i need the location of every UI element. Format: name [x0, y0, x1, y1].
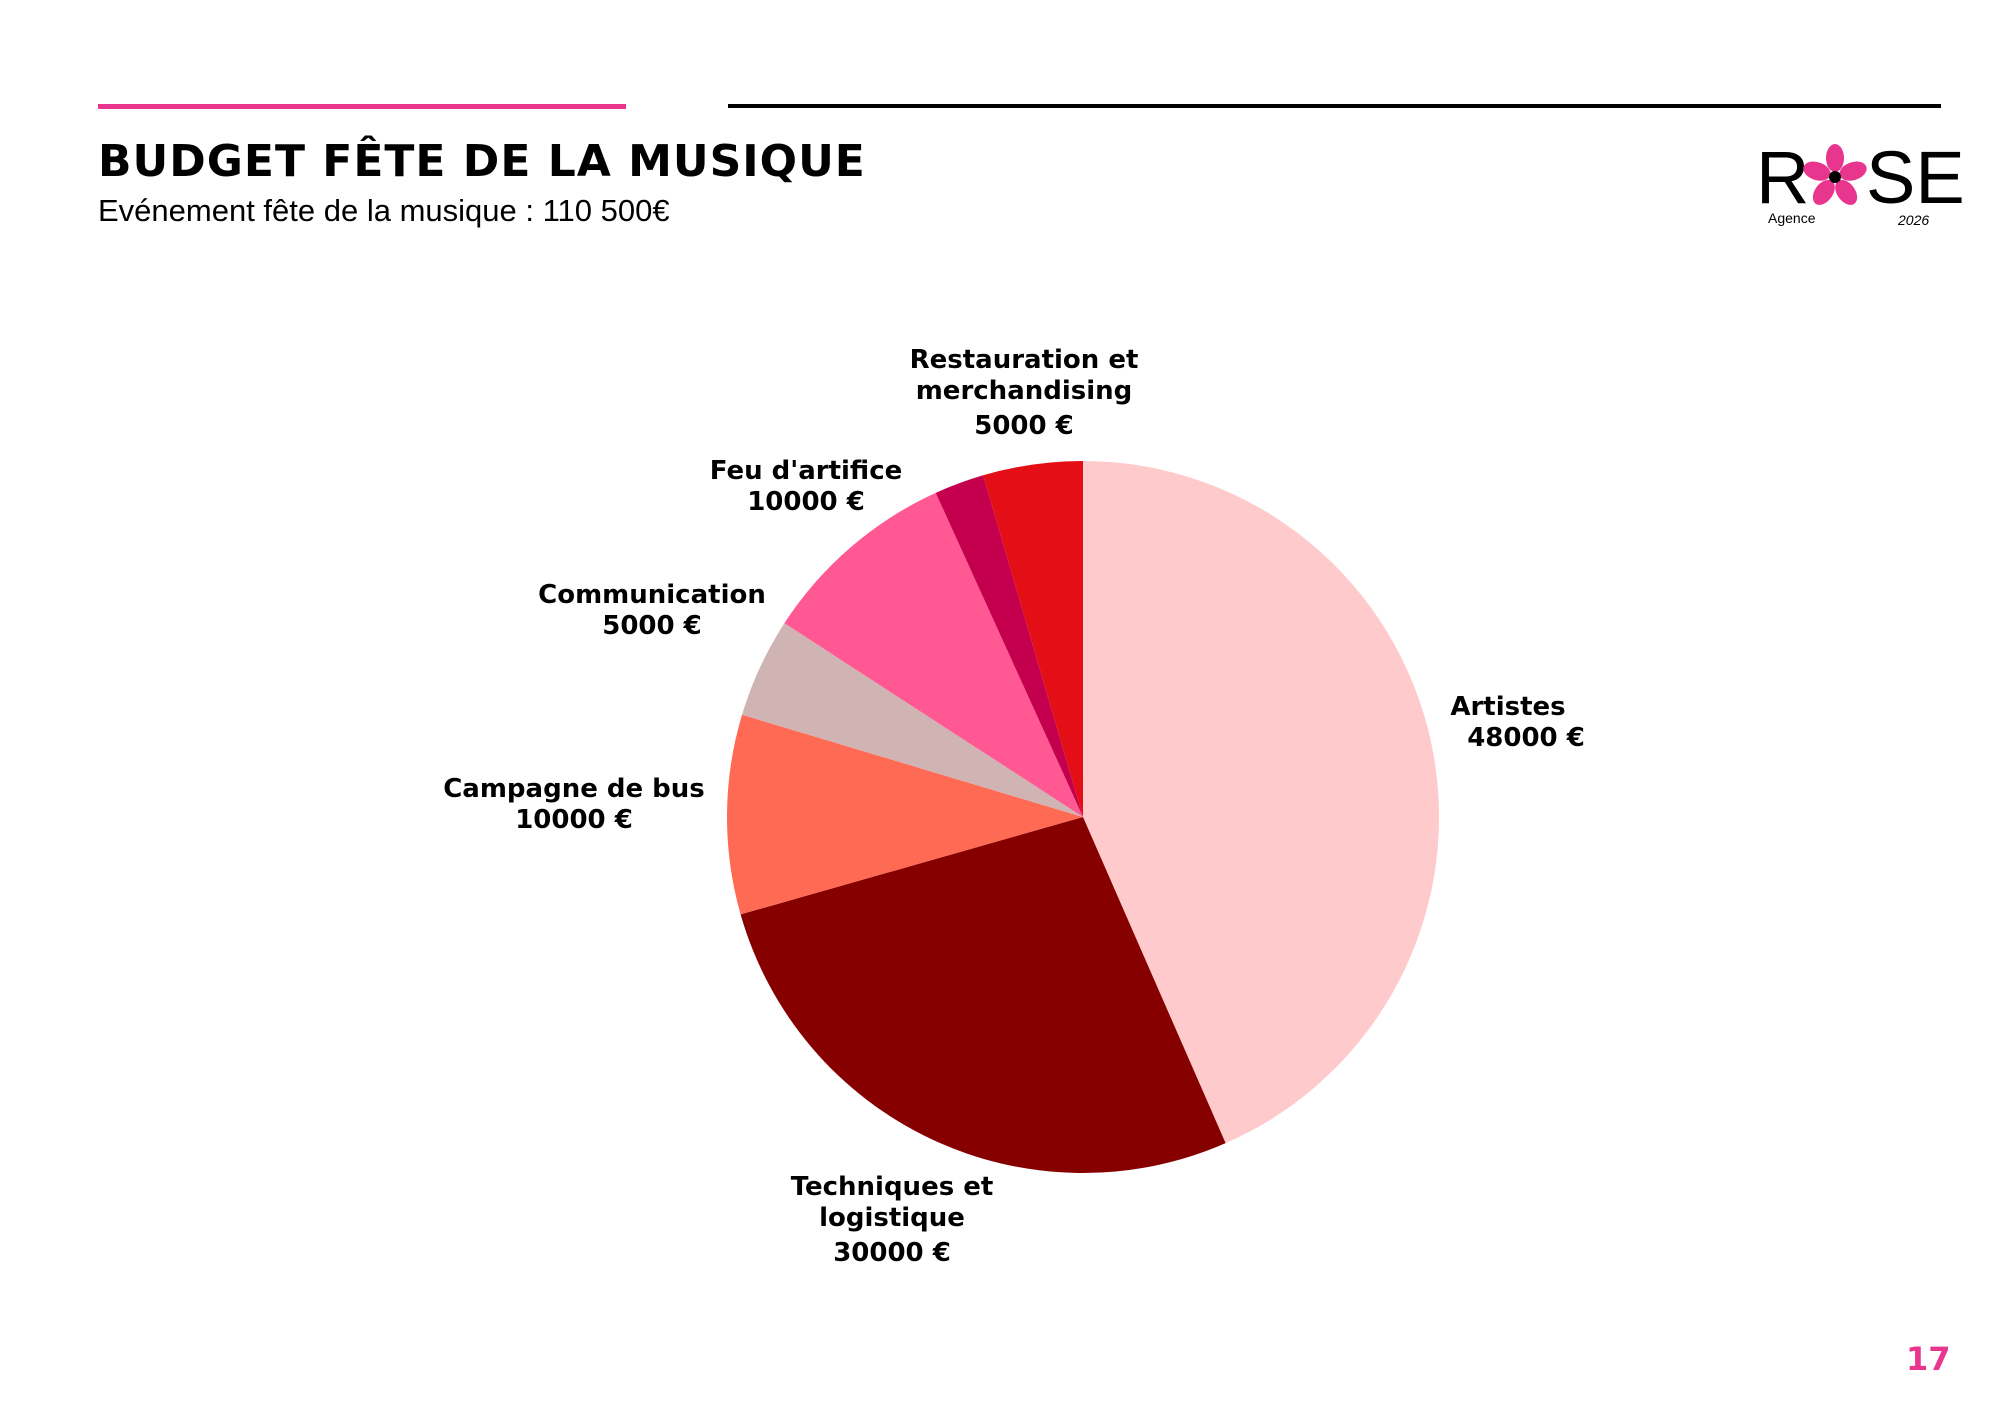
accent-rule [98, 104, 626, 109]
pie-slice [742, 623, 1083, 817]
flower-icon [1803, 144, 1867, 205]
slice-label: Restauration et merchandising 5000 € [910, 345, 1139, 441]
slice-label: Artistes 48000 € [1450, 692, 1584, 753]
pie-slice [740, 817, 1226, 1174]
pie-slice [935, 475, 1083, 817]
logo-agency-text: Agence [1768, 210, 1816, 226]
logo-year: 2026 [1898, 212, 1930, 228]
pie-slice [1083, 461, 1440, 1144]
slice-value: 48000 € [1467, 723, 1585, 753]
slice-value: 5000 € [602, 611, 702, 641]
slice-label: Campagne de bus 10000 € [443, 774, 705, 835]
pie-slice [727, 714, 1083, 915]
slice-label: Techniques et logistique 30000 € [791, 1172, 994, 1268]
logo-letters-se: SE [1866, 136, 1965, 219]
pie-slice [983, 461, 1083, 817]
slice-value: 5000 € [974, 411, 1074, 441]
pie-slice [784, 492, 1083, 817]
slice-value: 10000 € [747, 487, 865, 517]
slice-value: 10000 € [515, 805, 633, 835]
logo-letter-r: R [1756, 136, 1810, 219]
slice-label: Feu d'artifice 10000 € [710, 456, 903, 517]
slice-label: Communication 5000 € [538, 580, 766, 641]
page-subtitle: Evénement fête de la musique : 110 500€ [98, 193, 670, 228]
page-title: BUDGET FÊTE DE LA MUSIQUE [98, 136, 866, 187]
slice-value: 30000 € [833, 1238, 951, 1268]
header-rule [728, 104, 1941, 108]
page-number: 17 [1906, 1340, 1951, 1378]
rose-agency-logo: R SE Agence 2026 [1756, 136, 1965, 230]
